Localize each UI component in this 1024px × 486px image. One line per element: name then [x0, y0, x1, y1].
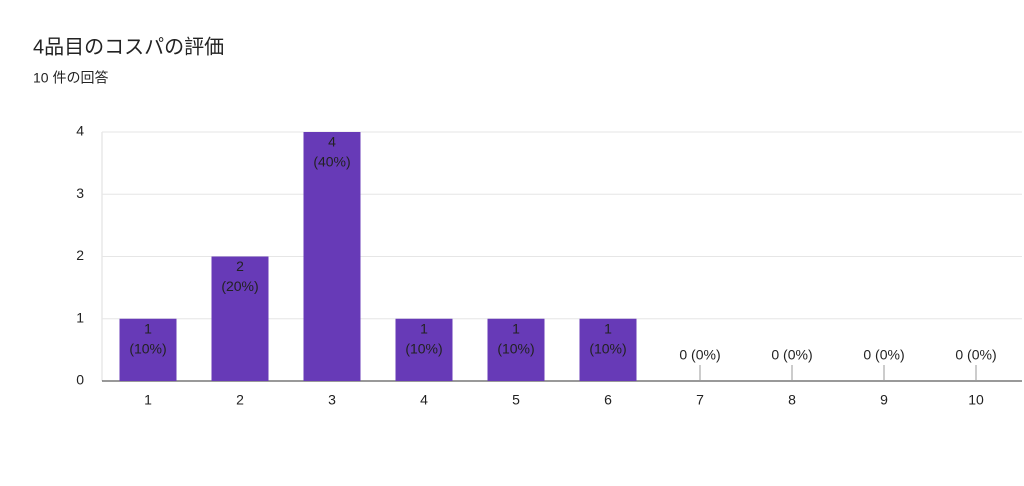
bar [579, 318, 637, 381]
x-tick-label: 2 [236, 392, 244, 408]
value-label: 1 [144, 320, 152, 336]
chart-title: 4品目のコスパの評価 [33, 35, 224, 58]
y-tick-label: 1 [76, 309, 84, 325]
y-tick-label: 0 [76, 372, 84, 388]
value-label: 0 (0%) [771, 347, 812, 363]
x-tick-label: 9 [880, 392, 888, 408]
chart-subtitle: 10 件の回答 [33, 70, 108, 86]
value-label: (10%) [497, 340, 534, 356]
value-label: 0 (0%) [679, 347, 720, 363]
x-tick-label: 3 [328, 392, 336, 408]
value-label: (20%) [221, 278, 258, 294]
x-tick-label: 7 [696, 392, 704, 408]
value-label: 2 [236, 258, 244, 274]
bar [211, 256, 269, 381]
value-label: (10%) [129, 340, 166, 356]
value-label: (10%) [589, 340, 626, 356]
bar [119, 318, 177, 381]
value-label: 0 (0%) [955, 347, 996, 363]
bar [303, 132, 361, 381]
x-tick-label: 10 [968, 392, 984, 408]
value-label: (40%) [313, 154, 350, 170]
x-tick-label: 5 [512, 392, 520, 408]
x-tick-label: 4 [420, 392, 428, 408]
value-label: 1 [512, 320, 520, 336]
bar [395, 318, 453, 381]
y-tick-label: 4 [76, 123, 84, 139]
x-tick-label: 6 [604, 392, 612, 408]
value-label: 4 [328, 134, 336, 150]
bar [487, 318, 545, 381]
x-tick-label: 8 [788, 392, 796, 408]
value-label: 1 [420, 320, 428, 336]
value-label: 0 (0%) [863, 347, 904, 363]
x-tick-label: 1 [144, 392, 152, 408]
y-tick-label: 2 [76, 247, 84, 263]
y-tick-label: 3 [76, 185, 84, 201]
value-label: (10%) [405, 340, 442, 356]
value-label: 1 [604, 320, 612, 336]
